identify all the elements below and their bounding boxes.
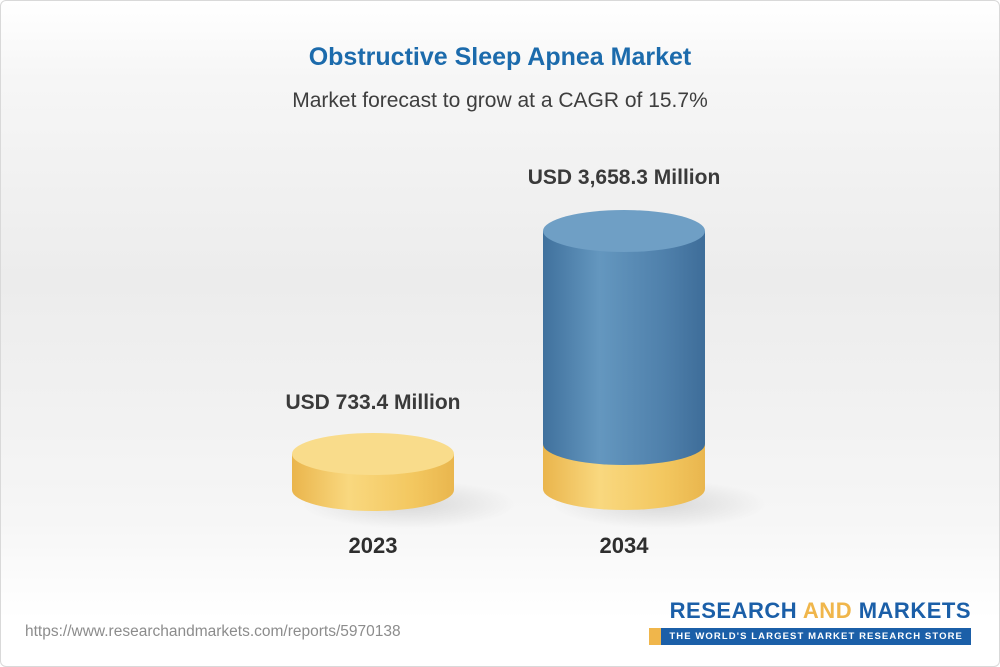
bar-2034-value-label: USD 3,658.3 Million — [527, 166, 721, 189]
bar-2034-cylinder — [543, 210, 705, 510]
logo-tagline-bar: THE WORLD'S LARGEST MARKET RESEARCH STOR… — [649, 628, 971, 645]
logo-word-markets: MARKETS — [858, 598, 971, 623]
chart-subtitle: Market forecast to grow at a CAGR of 15.… — [292, 89, 708, 112]
bar-2023-cylinder — [292, 433, 454, 511]
x-axis-label-2034: 2034 — [599, 533, 649, 558]
x-axis-label-2023: 2023 — [348, 533, 398, 558]
report-url: https://www.researchandmarkets.com/repor… — [25, 623, 401, 640]
logo-word-research: RESEARCH — [669, 598, 798, 623]
logo-word-and: AND — [802, 598, 853, 623]
logo-wordmark: RESEARCH AND MARKETS — [649, 598, 971, 624]
logo-tagline-text: THE WORLD'S LARGEST MARKET RESEARCH STOR… — [661, 628, 971, 645]
bar-2023-value-label: USD 733.4 Million — [285, 391, 461, 414]
logo-tagline-gold-block — [649, 628, 662, 645]
chart-title: Obstructive Sleep Apnea Market — [308, 43, 692, 71]
research-and-markets-logo: RESEARCH AND MARKETS THE WORLD'S LARGEST… — [649, 598, 971, 645]
